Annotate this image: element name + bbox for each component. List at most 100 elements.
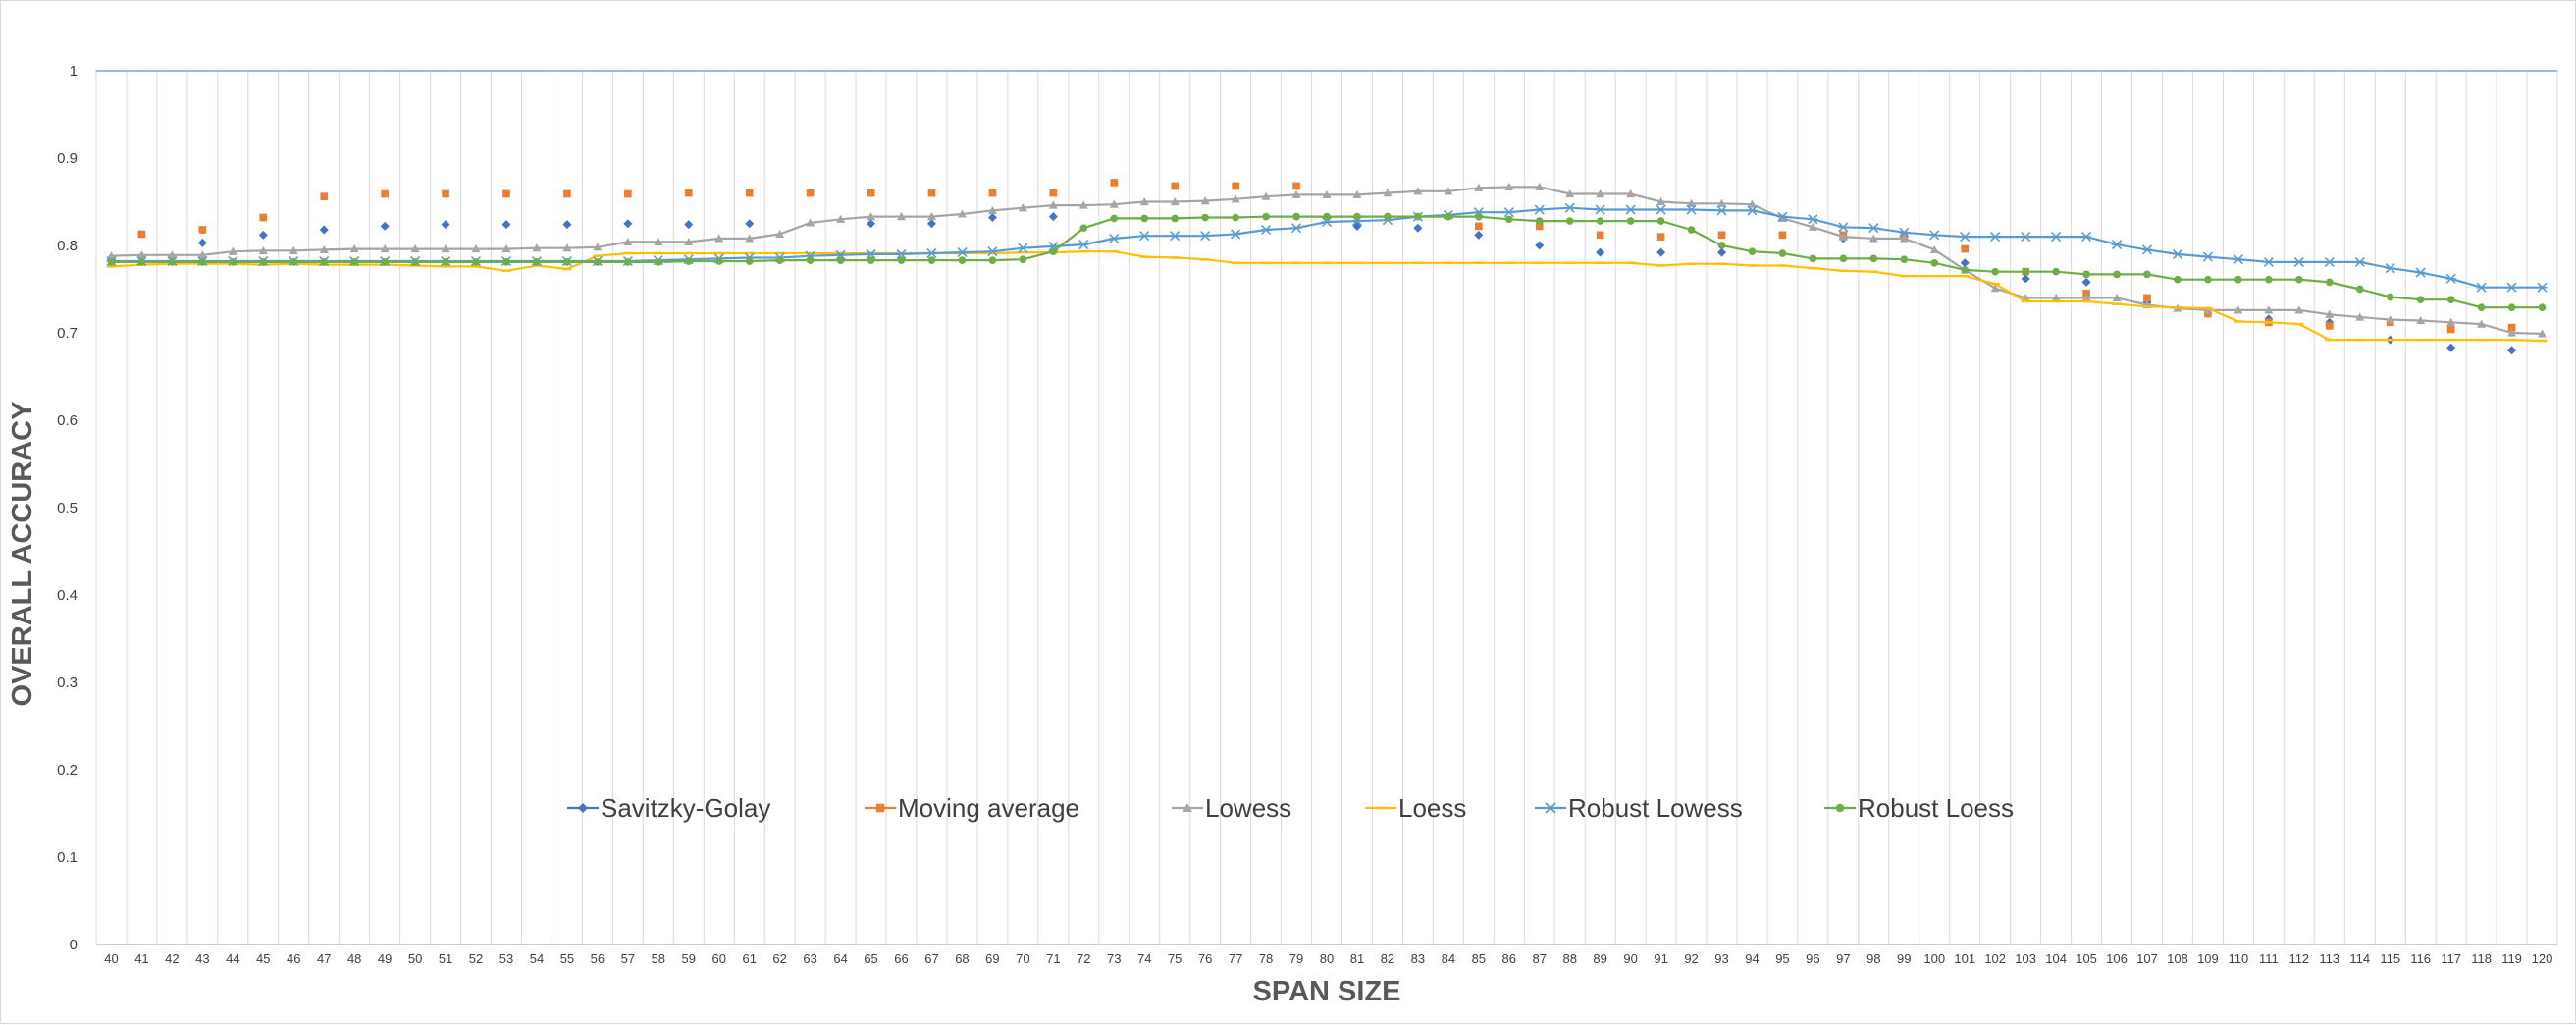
circle-marker <box>289 258 298 266</box>
y-tick-label: 0.4 <box>57 587 78 604</box>
y-tick-label: 0.3 <box>57 674 78 691</box>
triangle-marker <box>1183 803 1192 812</box>
y-tick-label: 0 <box>70 937 78 953</box>
circle-marker <box>2113 270 2121 279</box>
x-tick-label: 53 <box>499 951 513 966</box>
x-tick-label: 94 <box>1745 951 1759 966</box>
diamond-marker <box>1656 247 1666 257</box>
circle-marker <box>1353 212 1361 221</box>
square-marker <box>1474 222 1483 231</box>
x-tick-label: 60 <box>712 951 726 966</box>
y-axis-title: OVERALL ACCURACY <box>7 402 38 707</box>
x-tick-label: 116 <box>2410 951 2431 966</box>
circle-marker <box>2355 285 2364 294</box>
legend-item: Savitzky-Golay <box>567 793 770 823</box>
circle-marker <box>381 258 389 266</box>
diamond-marker <box>2446 343 2456 352</box>
circle-marker <box>2446 296 2455 304</box>
triangle-marker <box>745 234 755 243</box>
x-tick-label: 110 <box>2229 951 2249 966</box>
series-lowess <box>106 182 2548 338</box>
x-tick-label: 46 <box>287 951 300 966</box>
triangle-marker <box>1109 199 1119 208</box>
y-tick-label: 0.1 <box>57 849 78 866</box>
circle-marker <box>229 258 237 266</box>
circle-marker <box>1656 217 1665 225</box>
circle-marker <box>1262 212 1270 221</box>
triangle-marker <box>471 244 481 253</box>
legend-item: Robust Loess <box>1824 793 2014 823</box>
circle-marker <box>1596 217 1604 225</box>
x-tick-label: 42 <box>165 951 179 966</box>
triangle-marker <box>258 245 268 254</box>
triangle-marker <box>1413 187 1423 195</box>
circle-marker <box>137 258 146 266</box>
triangle-marker <box>319 244 329 254</box>
square-marker <box>875 803 885 813</box>
circle-marker <box>1201 213 1209 222</box>
x-tick-label: 86 <box>1502 951 1516 966</box>
circle-marker <box>107 258 116 266</box>
triangle-marker <box>136 250 146 259</box>
x-axis-tick-labels: 40 41 42 43 44 45 46 47 48 49 50 51 52 53 54 55 56 57 58 59… <box>104 951 2552 966</box>
circle-marker <box>1140 214 1149 223</box>
x-tick-label: 96 <box>1806 951 1819 966</box>
triangle-marker <box>836 214 846 223</box>
x-tick-label: 92 <box>1684 951 1698 966</box>
x-tick-label: 104 <box>2045 951 2067 966</box>
circle-marker <box>259 258 268 266</box>
circle-marker <box>1110 214 1119 223</box>
circle-marker <box>2143 270 2151 279</box>
circle-marker <box>198 258 207 266</box>
x-tick-label: 108 <box>2167 951 2188 966</box>
legend-label: Loess <box>1398 793 1466 823</box>
triangle-marker <box>2386 315 2395 324</box>
triangle-marker <box>410 244 420 253</box>
triangle-marker <box>562 243 572 252</box>
square-marker <box>137 230 146 239</box>
x-tick-label: 45 <box>256 951 270 966</box>
y-tick-label: 0.9 <box>57 150 78 167</box>
x-tick-label: 95 <box>1775 951 1789 966</box>
square-marker <box>1171 182 1180 190</box>
triangle-marker <box>1596 189 1605 198</box>
x-tick-label: 69 <box>985 951 999 966</box>
diamond-marker <box>197 238 207 247</box>
x-tick-label: 54 <box>530 951 544 966</box>
triangle-marker <box>654 237 663 246</box>
x-tick-label: 102 <box>1984 951 2006 966</box>
x-tick-label: 98 <box>1866 951 1880 966</box>
x-tick-label: 40 <box>104 951 118 966</box>
circle-marker <box>2082 270 2090 279</box>
diamond-marker <box>1960 258 1970 268</box>
x-tick-label: 99 <box>1897 951 1911 966</box>
x-tick-label: 87 <box>1533 951 1547 966</box>
x-tick-label: 51 <box>439 951 452 966</box>
y-axis-tick-labels: 0 0.1 0.2 0.3 0.4 0.5 0.6 0.7 0.8 0.9 1 <box>57 63 78 953</box>
triangle-marker <box>1808 222 1817 231</box>
circle-marker <box>1835 803 1845 813</box>
square-marker <box>2325 322 2334 330</box>
circle-marker <box>442 258 449 266</box>
circle-marker <box>2174 275 2182 284</box>
triangle-marker <box>1322 189 1332 198</box>
circle-marker <box>958 256 967 264</box>
circle-marker <box>1687 226 1696 234</box>
triangle-marker <box>2294 305 2304 314</box>
triangle-marker <box>1291 189 1301 198</box>
triangle-marker <box>987 205 997 214</box>
x-tick-label: 49 <box>378 951 392 966</box>
triangle-marker <box>2507 328 2517 337</box>
square-marker <box>1292 182 1300 190</box>
diamond-marker <box>1535 241 1545 250</box>
x-tick-label: 120 <box>2532 951 2553 966</box>
circle-marker <box>168 258 177 266</box>
triangle-marker <box>1535 182 1545 190</box>
diamond-marker <box>1596 247 1605 257</box>
square-marker <box>1049 189 1058 197</box>
circle-marker <box>927 256 936 264</box>
x-tick-label: 57 <box>621 951 635 966</box>
triangle-marker <box>2355 312 2365 321</box>
square-marker <box>198 226 207 234</box>
circle-marker <box>1565 217 1574 225</box>
